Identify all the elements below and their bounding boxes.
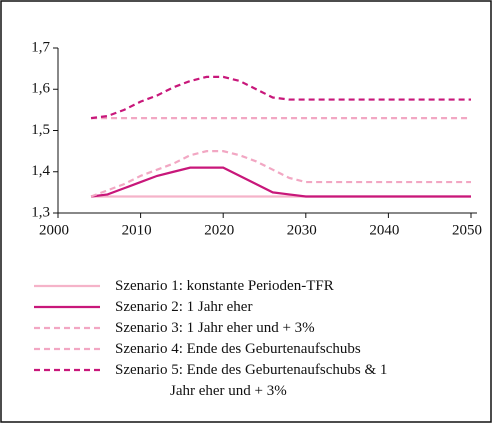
y-tick-label: 1,3	[31, 204, 50, 220]
legend-entry: Szenario 5: Ende des Geburtenaufschubs &…	[115, 362, 388, 399]
legend-entry: Szenario 4: Ende des Geburtenaufschubs	[115, 341, 361, 357]
x-tick-label: 2010	[122, 222, 152, 238]
y-tick-label: 1,6	[31, 81, 50, 97]
series-line	[90, 75, 471, 120]
legend: Szenario 1: konstante Perioden-TFR Szenar…	[115, 276, 415, 402]
x-tick-label: 2000	[39, 222, 69, 238]
y-tick-label: 1,7	[31, 39, 50, 55]
legend-entry: Szenario 2: 1 Jahr eher	[115, 299, 253, 315]
y-tick-label: 1,4	[31, 163, 50, 179]
x-tick-label: 2040	[369, 222, 399, 238]
legend-entry: Szenario 1: konstante Perioden-TFR	[115, 278, 334, 294]
legend-entry: Szenario 3: 1 Jahr eher und + 3%	[115, 320, 315, 336]
x-tick-label: 2050	[452, 222, 482, 238]
series-line	[90, 150, 471, 198]
x-tick-label: 2020	[204, 222, 234, 238]
y-tick-label: 1,5	[31, 122, 50, 138]
x-tick-label: 2030	[287, 222, 317, 238]
series-line	[90, 166, 471, 198]
